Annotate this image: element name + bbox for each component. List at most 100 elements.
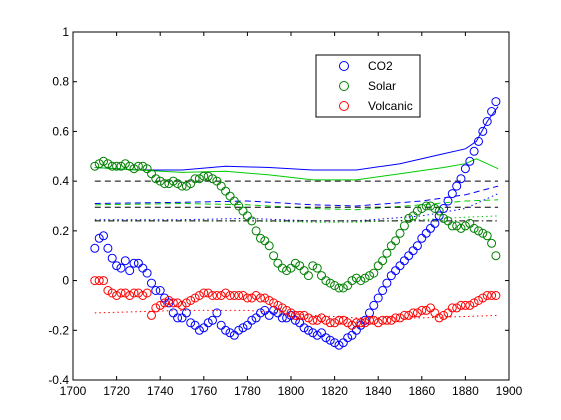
data-point-solar (90, 161, 100, 171)
data-point-solar (456, 223, 466, 233)
data-point-volcanic (229, 291, 239, 300)
data-point-solar (434, 206, 444, 216)
data-point-co2 (469, 146, 479, 156)
data-point-solar (151, 174, 161, 184)
data-point-volcanic (273, 300, 283, 310)
data-point-solar (365, 271, 374, 281)
data-point-co2 (308, 328, 318, 338)
legend-marker-solar (339, 81, 349, 91)
data-point-volcanic (151, 303, 161, 313)
data-point-solar (439, 213, 449, 223)
data-point-solar (399, 221, 409, 231)
data-point-volcanic (343, 318, 353, 328)
data-point-solar (208, 174, 217, 184)
legend-label-volcanic: Volcanic (368, 99, 413, 113)
data-point-co2 (142, 268, 152, 278)
data-point-co2 (260, 305, 270, 315)
data-point-co2 (107, 253, 117, 263)
data-point-solar (303, 271, 313, 281)
data-point-solar (382, 248, 392, 258)
data-point-volcanic (417, 305, 427, 315)
data-point-solar (216, 181, 226, 191)
data-point-solar (395, 228, 405, 238)
data-point-co2 (129, 258, 139, 268)
data-point-solar (129, 164, 139, 174)
reference-line-3 (94, 185, 499, 207)
data-point-volcanic (186, 296, 196, 305)
data-point-volcanic (234, 291, 244, 300)
data-point-co2 (487, 107, 497, 116)
data-point-solar (460, 221, 470, 231)
data-point-solar (242, 211, 252, 221)
y-tick-label: -0.2 (48, 323, 69, 337)
data-point-volcanic (434, 313, 444, 323)
data-point-volcanic (404, 310, 414, 320)
data-point-co2 (482, 117, 492, 126)
data-point-solar (133, 161, 143, 171)
data-point-co2 (439, 204, 449, 213)
axis-ticks: 1700 1720 1740 1760 1780 1800 1820 1840 1860 1880… (48, 25, 522, 398)
data-point-volcanic (177, 300, 187, 310)
data-point-co2 (430, 218, 440, 228)
data-point-co2 (194, 325, 204, 335)
data-point-volcanic (138, 291, 148, 300)
data-point-solar (290, 258, 300, 268)
data-point-volcanic (256, 293, 265, 303)
data-point-co2 (460, 164, 470, 174)
data-point-co2 (447, 189, 457, 199)
data-point-co2 (338, 338, 348, 348)
data-point-volcanic (303, 313, 313, 323)
data-point-volcanic (251, 291, 261, 300)
data-point-volcanic (290, 310, 300, 320)
data-point-volcanic (142, 288, 152, 298)
x-tick-label: 1800 (278, 384, 305, 398)
data-point-volcanic (356, 318, 366, 328)
data-point-co2 (216, 320, 226, 330)
series-co2 (90, 97, 501, 350)
data-point-volcanic (168, 298, 178, 308)
data-point-co2 (221, 325, 231, 335)
data-point-solar (356, 276, 366, 286)
data-point-volcanic (299, 310, 309, 320)
data-point-solar (94, 159, 104, 169)
data-point-co2 (125, 266, 135, 276)
data-point-volcanic (295, 310, 305, 320)
data-point-solar (412, 206, 422, 216)
data-point-volcanic (456, 300, 466, 310)
data-point-solar (112, 161, 122, 171)
data-point-volcanic (369, 315, 379, 325)
data-point-co2 (147, 278, 156, 288)
data-point-co2 (373, 293, 383, 303)
data-point-co2 (256, 308, 265, 318)
data-point-volcanic (365, 315, 374, 325)
data-point-volcanic (133, 288, 143, 298)
data-point-solar (334, 283, 344, 293)
data-point-solar (391, 236, 401, 246)
data-point-solar (142, 164, 152, 174)
data-point-volcanic (317, 313, 326, 323)
data-point-co2 (365, 308, 374, 318)
data-point-co2 (347, 330, 357, 340)
data-point-volcanic (391, 313, 401, 323)
data-point-volcanic (325, 318, 335, 328)
series-solar (90, 156, 501, 293)
data-point-co2 (456, 174, 466, 184)
data-point-volcanic (378, 315, 388, 325)
data-point-volcanic (116, 288, 126, 298)
data-point-co2 (417, 233, 427, 243)
data-point-co2 (112, 261, 122, 271)
data-point-co2 (491, 97, 501, 107)
data-point-solar (282, 266, 292, 276)
data-point-solar (378, 256, 388, 266)
reference-line-0 (94, 106, 499, 171)
data-point-solar (177, 181, 187, 191)
data-point-solar (194, 174, 204, 184)
data-point-co2 (94, 233, 104, 243)
data-point-volcanic (286, 308, 296, 318)
data-point-volcanic (474, 296, 483, 305)
data-point-solar (347, 276, 357, 286)
data-point-co2 (474, 136, 483, 146)
data-point-volcanic (399, 310, 409, 320)
data-point-volcanic (269, 298, 279, 308)
